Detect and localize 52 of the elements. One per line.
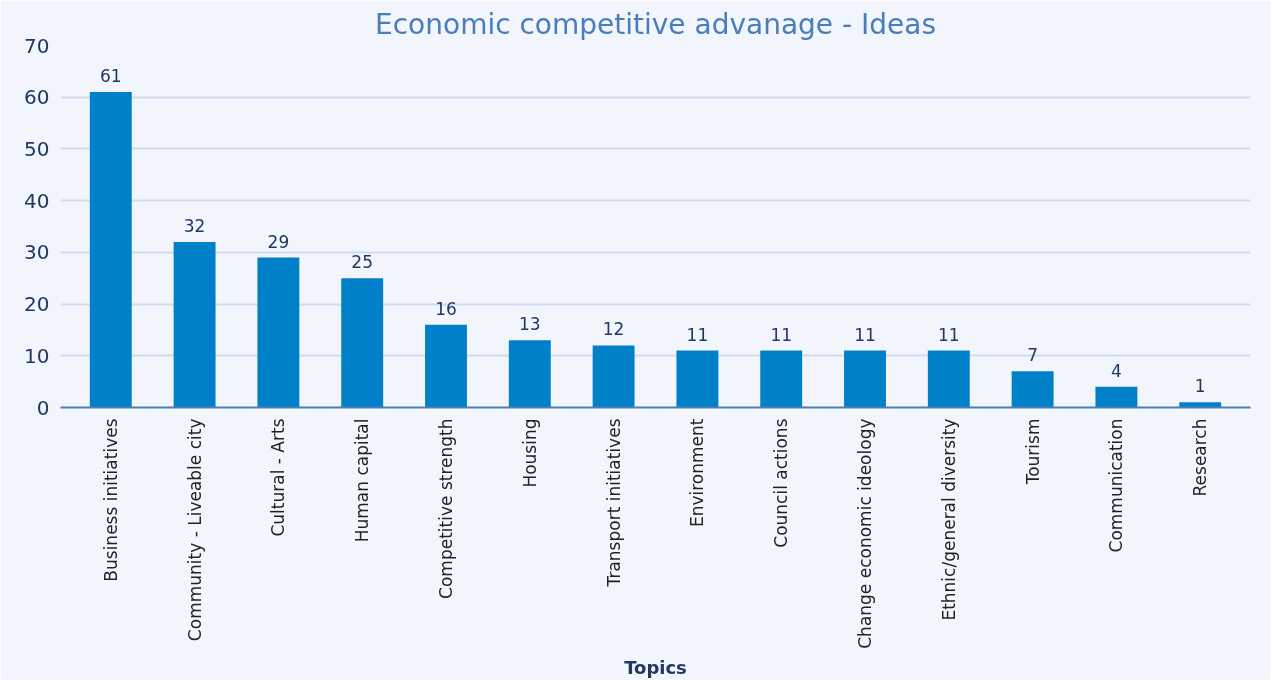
data-label: 12 (602, 319, 625, 340)
y-tick-label: 60 (24, 85, 50, 110)
data-label: 61 (99, 66, 122, 87)
y-tick-label: 10 (24, 343, 50, 368)
bar (341, 278, 384, 408)
bar (1011, 371, 1054, 408)
bar (508, 340, 551, 408)
x-tick-label: Competitive strength (435, 418, 456, 599)
x-tick-label: Human capital (352, 418, 373, 543)
data-label: 25 (351, 252, 374, 273)
bar (1095, 386, 1138, 408)
bar (89, 92, 132, 408)
x-tick-label: Tourism (1022, 418, 1043, 486)
y-tick-label: 70 (24, 33, 50, 58)
bar (173, 242, 216, 408)
data-label: 13 (518, 314, 541, 335)
x-tick-label: Housing (519, 418, 540, 488)
bar (760, 350, 803, 408)
x-axis-title: Topics (624, 656, 687, 678)
x-tick-label: Research (1190, 418, 1211, 497)
bar (592, 345, 635, 408)
data-label: 11 (770, 324, 793, 345)
x-tick-label: Environment (687, 418, 708, 528)
bar (676, 350, 719, 408)
x-tick-label: Community - Liveable city (184, 418, 205, 642)
data-label: 11 (854, 324, 876, 345)
data-label: 11 (937, 324, 960, 345)
y-tick-label: 20 (24, 292, 50, 317)
bar (844, 350, 886, 408)
x-tick-label: Council actions (771, 418, 792, 548)
data-label: 7 (1027, 345, 1039, 366)
data-label: 29 (267, 231, 290, 252)
bar (425, 324, 467, 408)
y-tick-label: 30 (24, 240, 50, 265)
x-tick-label: Ethnic/general diversity (938, 418, 959, 621)
bar (927, 350, 970, 408)
bar (1179, 402, 1222, 408)
chart-title: Economic competitive advanage - Ideas (375, 7, 936, 41)
x-tick-label: Communication (1106, 418, 1127, 553)
y-tick-label: 40 (24, 188, 50, 213)
x-tick-label: Change economic ideology (855, 418, 876, 649)
data-label: 16 (435, 298, 457, 319)
data-label: 1 (1194, 376, 1206, 397)
y-tick-label: 50 (24, 136, 50, 161)
x-tick-label: Business initiatives (100, 418, 121, 582)
data-label: 32 (183, 216, 206, 237)
data-label: 11 (686, 324, 709, 345)
x-tick-label: Cultural - Arts (268, 418, 289, 537)
bar (257, 257, 300, 408)
x-tick-label: Transport initiatives (603, 418, 624, 588)
data-label: 4 (1111, 360, 1122, 381)
y-tick-label: 0 (36, 395, 50, 420)
